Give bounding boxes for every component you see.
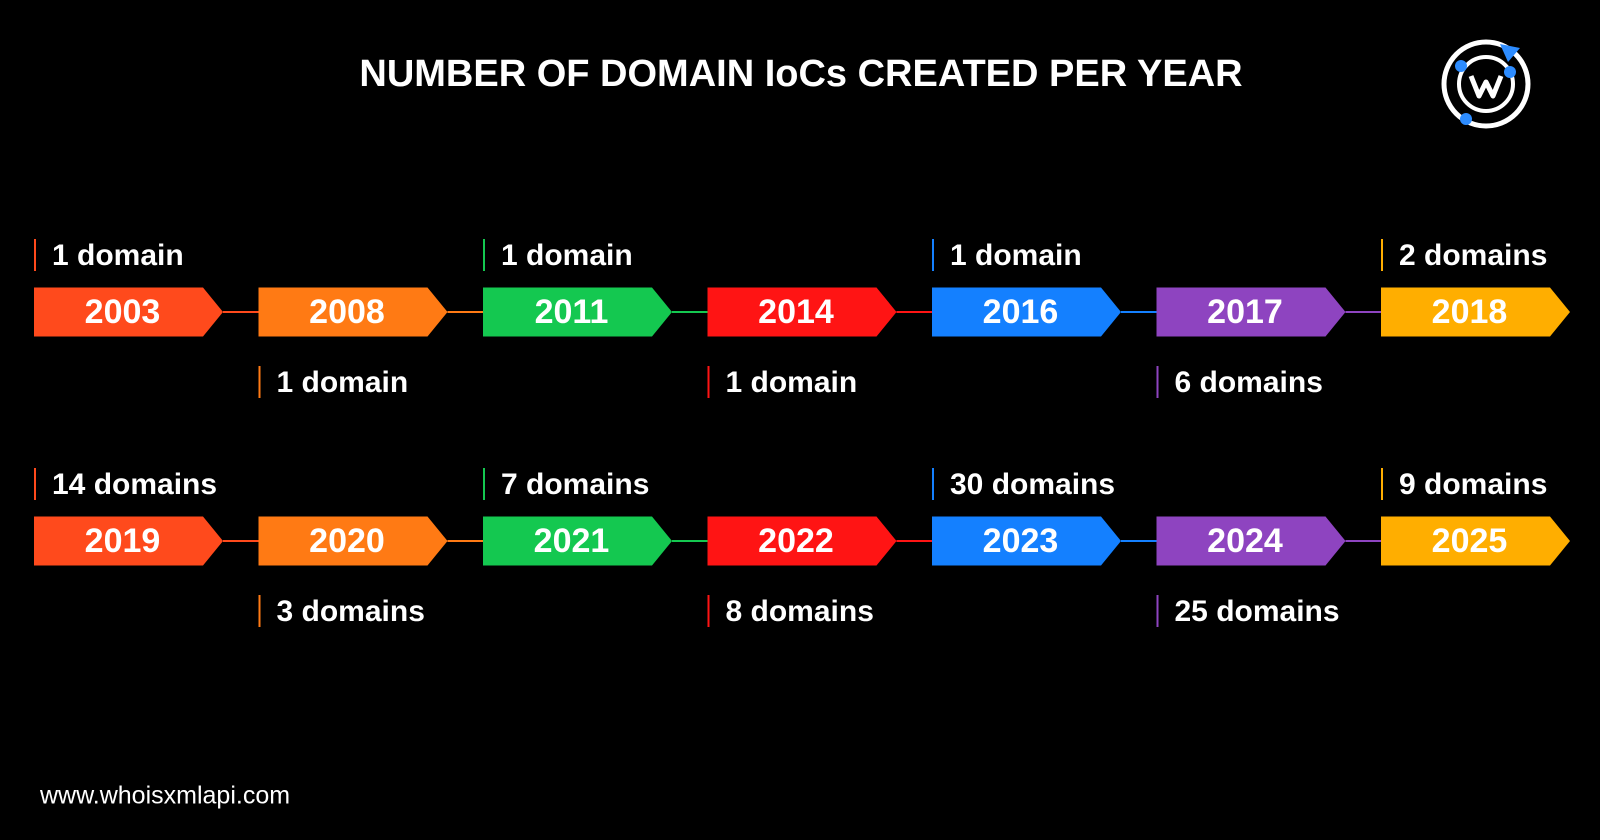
year-label: 2024 [1207, 522, 1283, 560]
count-label: 14 domains [52, 468, 217, 501]
count-label: 1 domain [726, 366, 858, 399]
year-arrow [1381, 516, 1570, 566]
year-arrow [1381, 287, 1570, 337]
title: NUMBER OF DOMAIN IoCs CREATED PER YEAR [359, 53, 1242, 95]
logo-dot [1455, 60, 1467, 72]
year-label: 2011 [535, 293, 609, 331]
year-label: 2018 [1432, 293, 1508, 331]
year-arrow [258, 516, 448, 566]
logo-flag [1500, 44, 1520, 62]
year-arrow [1156, 516, 1346, 566]
year-arrow [707, 287, 897, 337]
year-arrow [483, 516, 672, 566]
logo-dot [1504, 66, 1516, 78]
count-label: 25 domains [1175, 595, 1340, 628]
logo [1441, 39, 1531, 129]
count-label: 1 domain [501, 239, 633, 272]
count-label: 1 domain [950, 239, 1082, 272]
year-label: 2014 [758, 293, 834, 331]
year-arrow [34, 287, 223, 337]
year-arrow [34, 516, 223, 566]
count-label: 8 domains [726, 595, 874, 628]
year-label: 2023 [983, 522, 1059, 560]
count-label: 9 domains [1399, 468, 1547, 501]
year-label: 2025 [1432, 522, 1508, 560]
count-label: 2 domains [1399, 239, 1547, 272]
count-label: 30 domains [950, 468, 1115, 501]
year-label: 2021 [534, 522, 610, 560]
logo-w [1468, 75, 1504, 99]
count-label: 6 domains [1175, 366, 1323, 399]
year-label: 2022 [758, 522, 834, 560]
year-label: 2020 [309, 522, 385, 560]
year-arrow [1156, 287, 1346, 337]
year-label: 2016 [983, 293, 1059, 331]
year-label: 2003 [85, 293, 161, 331]
count-label: 3 domains [277, 595, 425, 628]
count-label: 1 domain [277, 366, 409, 399]
year-arrow [707, 516, 897, 566]
count-label: 1 domain [52, 239, 184, 272]
logo-dot [1460, 113, 1472, 125]
logo-inner-ring [1457, 55, 1515, 113]
logo-ring [1441, 39, 1531, 129]
footer-url: www.whoisxmlapi.com [39, 782, 290, 810]
year-label: 2008 [309, 293, 385, 331]
year-arrow [932, 516, 1121, 566]
year-arrow [932, 287, 1121, 337]
year-arrow [483, 287, 672, 337]
year-label: 2017 [1207, 293, 1283, 331]
year-label: 2019 [85, 522, 161, 560]
count-label: 7 domains [501, 468, 649, 501]
year-arrow [258, 287, 448, 337]
